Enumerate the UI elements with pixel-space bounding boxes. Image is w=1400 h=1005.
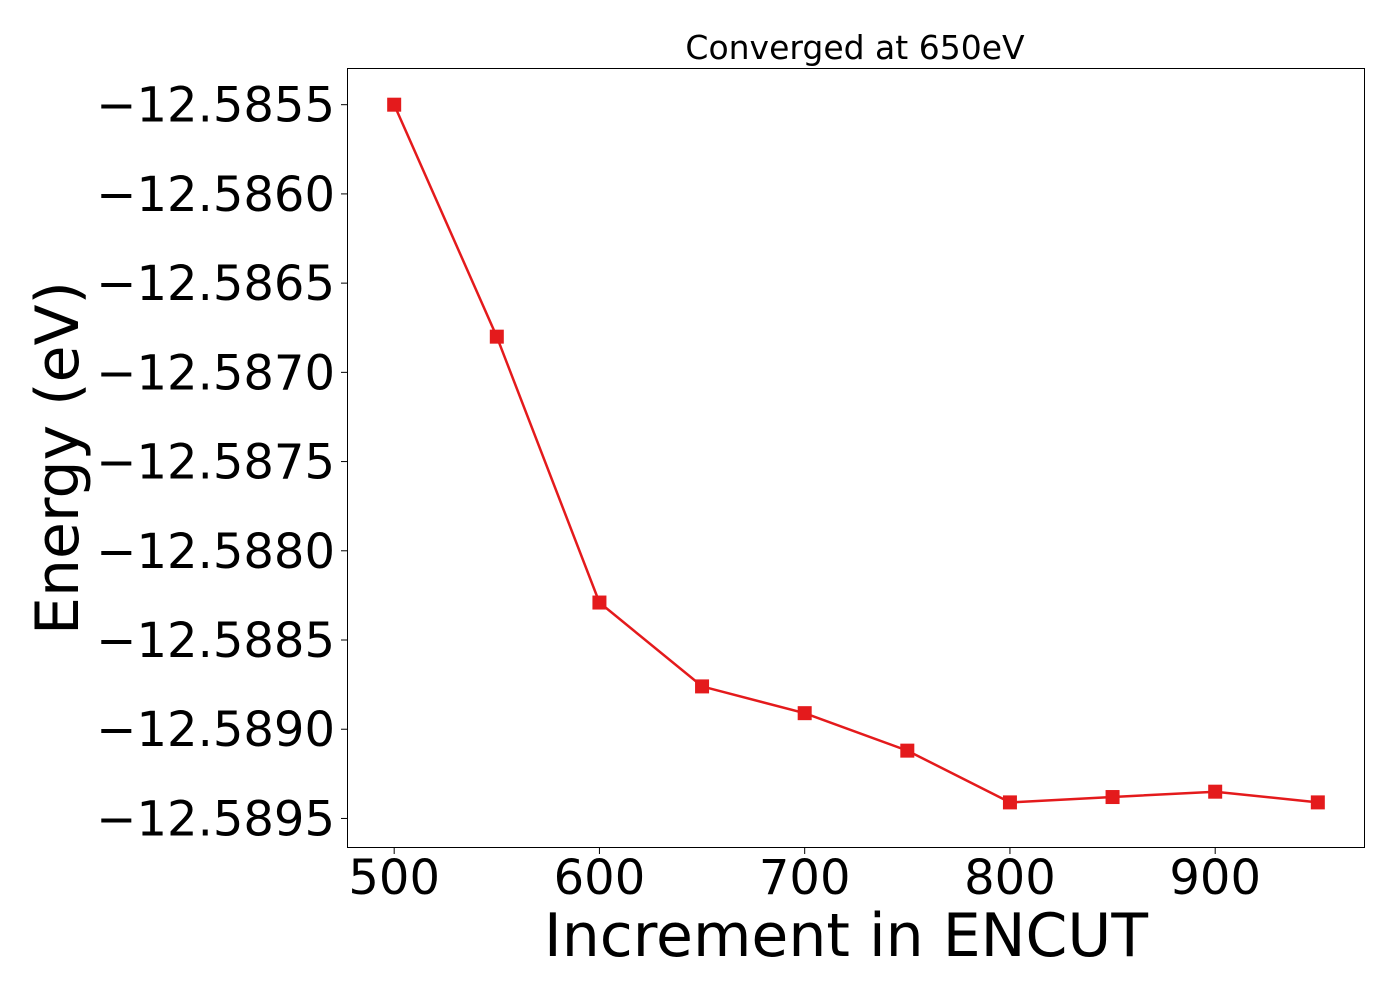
data-point-marker (1310, 795, 1325, 810)
data-point-marker (797, 706, 812, 721)
y-axis: −12.5855 −12.5860 −12.5865 −12.5870 −12.5875… (96, 78, 348, 847)
series-line (393, 104, 1318, 804)
data-point-marker (489, 329, 504, 344)
x-tick-label: 500 (348, 850, 440, 906)
y-axis-title: Energy (eV) (23, 281, 93, 635)
y-tick-label: −12.5885 (96, 613, 335, 669)
data-point-marker (1105, 790, 1120, 805)
x-tick-label: 600 (554, 850, 646, 906)
y-tick-label: −12.5875 (96, 435, 335, 491)
data-point-marker (695, 679, 710, 694)
data-point-marker (900, 743, 915, 758)
data-point-marker (1002, 795, 1017, 810)
series-layer (387, 97, 1325, 810)
x-axis: 500 600 700 800 900 (348, 847, 1261, 906)
y-tick-label: −12.5880 (96, 524, 335, 580)
y-tick-label: −12.5890 (96, 702, 335, 758)
plot-area-frame (347, 68, 1365, 848)
chart-title: Converged at 650eV (685, 28, 1025, 67)
x-tick-label: 800 (964, 850, 1056, 906)
data-point-marker (592, 595, 607, 610)
x-tick-label: 700 (759, 850, 851, 906)
y-tick-label: −12.5855 (96, 78, 335, 134)
y-tick-label: −12.5860 (96, 167, 335, 223)
data-point-marker (387, 97, 402, 112)
y-tick-label: −12.5895 (96, 791, 335, 847)
y-tick-label: −12.5865 (96, 256, 335, 312)
y-tick-label: −12.5870 (96, 345, 335, 401)
x-axis-title: Increment in ENCUT (544, 901, 1148, 971)
x-tick-label: 900 (1169, 850, 1261, 906)
data-point-marker (1208, 784, 1223, 799)
